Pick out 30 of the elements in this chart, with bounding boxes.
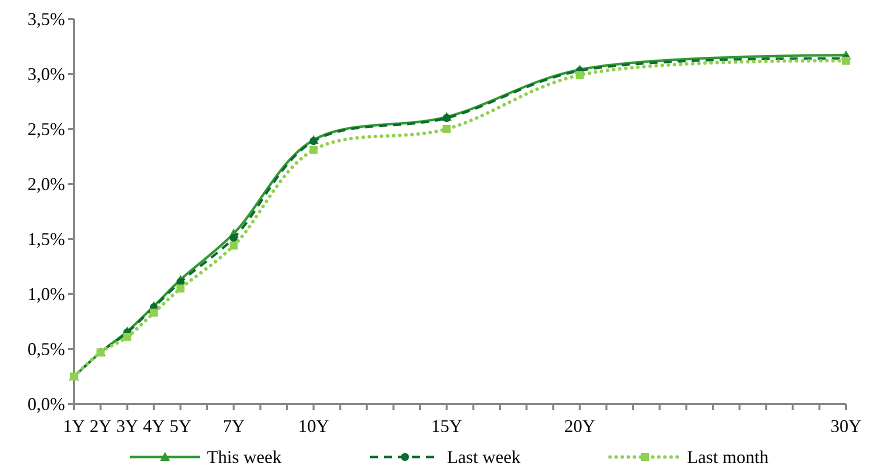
x-tick-label: 3Y [116, 416, 138, 436]
legend-label: This week [207, 447, 282, 467]
point [230, 242, 238, 250]
x-tick-label: 1Y [63, 416, 85, 436]
y-tick-label: 3,5% [28, 9, 65, 29]
point [123, 332, 132, 341]
point [150, 308, 158, 317]
point [176, 284, 184, 292]
x-tick-label: 2Y [90, 416, 112, 436]
y-tick-label: 2,0% [28, 174, 65, 194]
y-tick-label: 1,0% [28, 284, 65, 304]
point [576, 71, 584, 80]
x-tick-label: 10Y [298, 416, 330, 436]
point [442, 125, 451, 133]
point [442, 114, 451, 122]
y-tick-label: 2,5% [28, 119, 65, 139]
y-tick-label: 0,0% [28, 394, 65, 414]
y-tick-label: 0,5% [28, 339, 65, 359]
x-tick-label: 20Y [564, 416, 596, 436]
point [310, 146, 318, 154]
x-tick-label: 7Y [222, 416, 245, 436]
legend-label: Last week [447, 447, 520, 467]
y-tick-label: 1,5% [28, 229, 65, 249]
y-tick-label: 3,0% [28, 64, 65, 84]
x-tick-label: 30Y [830, 416, 862, 436]
x-tick-label: 5Y [169, 416, 192, 436]
x-tick-label: 15Y [431, 416, 462, 436]
point [230, 234, 238, 242]
x-tick-label: 4Y [142, 416, 165, 436]
legend-label: Last month [687, 447, 768, 467]
